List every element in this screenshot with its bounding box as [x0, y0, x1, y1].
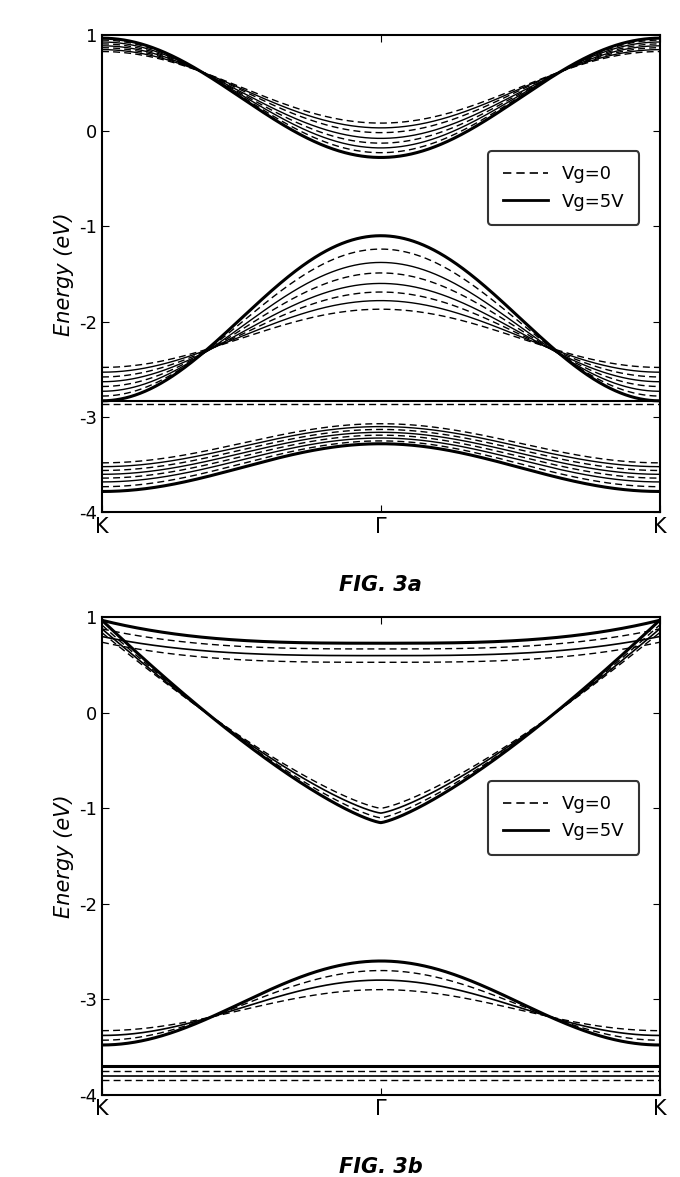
Legend: Vg=0, Vg=5V: Vg=0, Vg=5V [488, 780, 639, 855]
Text: FIG. 3a: FIG. 3a [339, 574, 422, 594]
Y-axis label: Energy (eV): Energy (eV) [54, 212, 73, 335]
Legend: Vg=0, Vg=5V: Vg=0, Vg=5V [488, 151, 639, 225]
Y-axis label: Energy (eV): Energy (eV) [54, 794, 73, 918]
Text: FIG. 3b: FIG. 3b [339, 1157, 423, 1177]
